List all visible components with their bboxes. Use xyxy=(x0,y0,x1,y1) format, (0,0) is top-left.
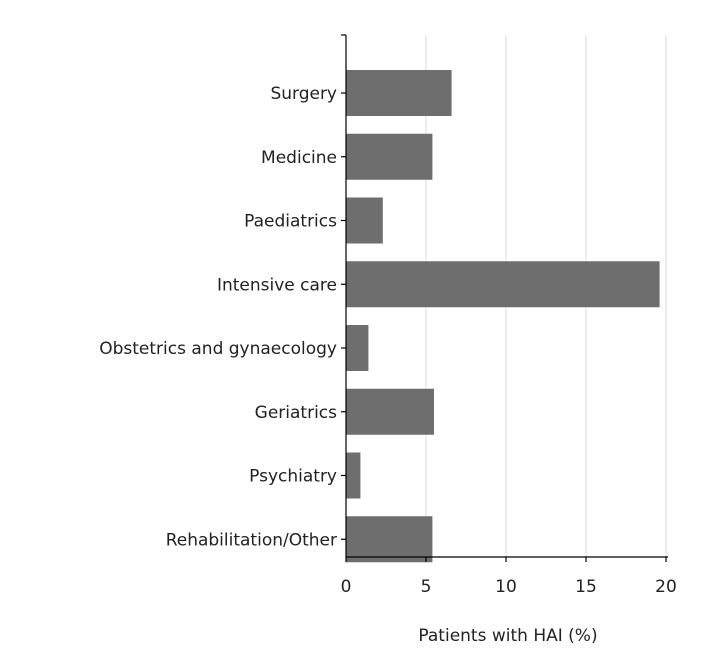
bar-paediatrics xyxy=(346,197,383,244)
bar-geriatrics xyxy=(346,388,434,435)
bar-psychiatry xyxy=(346,452,361,499)
category-label-medicine: Medicine xyxy=(261,148,337,168)
category-label-psychiatry: Psychiatry xyxy=(249,467,337,487)
category-labels: Surgery Medicine Paediatrics Intensive care… xyxy=(99,84,337,550)
category-label-intensive-care: Intensive care xyxy=(217,275,337,295)
axes xyxy=(345,35,668,558)
category-label-surgery: Surgery xyxy=(270,84,337,104)
bar-intensive-care xyxy=(346,261,660,308)
category-label-obstetrics-and-gynaecology: Obstetrics and gynaecology xyxy=(99,339,337,359)
category-label-geriatrics: Geriatrics xyxy=(255,403,337,423)
bar-medicine xyxy=(346,133,433,180)
x-tick-label-5: 5 xyxy=(421,577,432,597)
x-axis-title: Patients with HAI (%) xyxy=(418,626,597,646)
bars xyxy=(346,70,660,563)
x-tick-label-0: 0 xyxy=(341,577,352,597)
bar-rehabilitation-other xyxy=(346,516,433,563)
bar-obstetrics-and-gynaecology xyxy=(346,325,369,371)
category-label-rehabilitation-other: Rehabilitation/Other xyxy=(166,530,337,550)
x-tick-label-15: 15 xyxy=(575,577,597,597)
x-tick-label-20: 20 xyxy=(655,577,677,597)
ticks: 0 5 10 15 20 xyxy=(341,34,677,597)
category-label-paediatrics: Paediatrics xyxy=(244,212,337,232)
bar-surgery xyxy=(346,70,452,116)
x-tick-label-10: 10 xyxy=(495,577,517,597)
